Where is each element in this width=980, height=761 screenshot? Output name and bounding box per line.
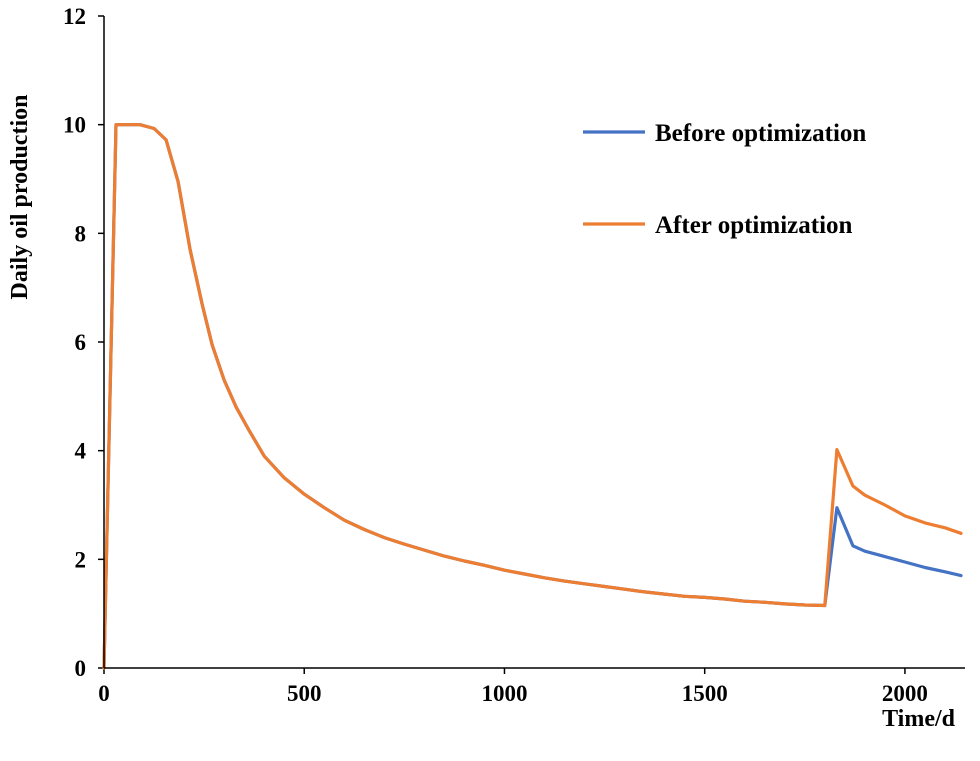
- x-tick-label: 0: [98, 681, 110, 706]
- legend-label: Before optimization: [655, 120, 866, 147]
- y-tick-label: 6: [75, 330, 87, 355]
- x-tick-label: 500: [287, 681, 322, 706]
- y-axis-title: Daily oil production: [7, 95, 33, 300]
- series-line-after-optimization: [102, 123, 963, 670]
- y-tick-label: 12: [63, 4, 86, 29]
- x-tick-label: 1500: [682, 681, 728, 706]
- y-tick-label: 10: [63, 113, 86, 138]
- x-tick-label: 1000: [481, 681, 527, 706]
- y-tick-label: 0: [75, 656, 87, 681]
- y-axis-ticks: 0 2 4 6 8 10 12: [63, 4, 104, 681]
- legend: Before optimization After optimization: [583, 120, 866, 239]
- x-tick-label: 2000: [882, 681, 928, 706]
- y-tick-label: 8: [75, 221, 87, 246]
- x-axis-title: Time/d: [882, 706, 956, 732]
- legend-label: After optimization: [655, 212, 853, 239]
- x-axis-ticks: 0 500 1000 1500 2000: [98, 668, 928, 706]
- series-lines: [102, 123, 963, 670]
- y-tick-label: 4: [75, 439, 87, 464]
- y-tick-label: 2: [75, 547, 87, 572]
